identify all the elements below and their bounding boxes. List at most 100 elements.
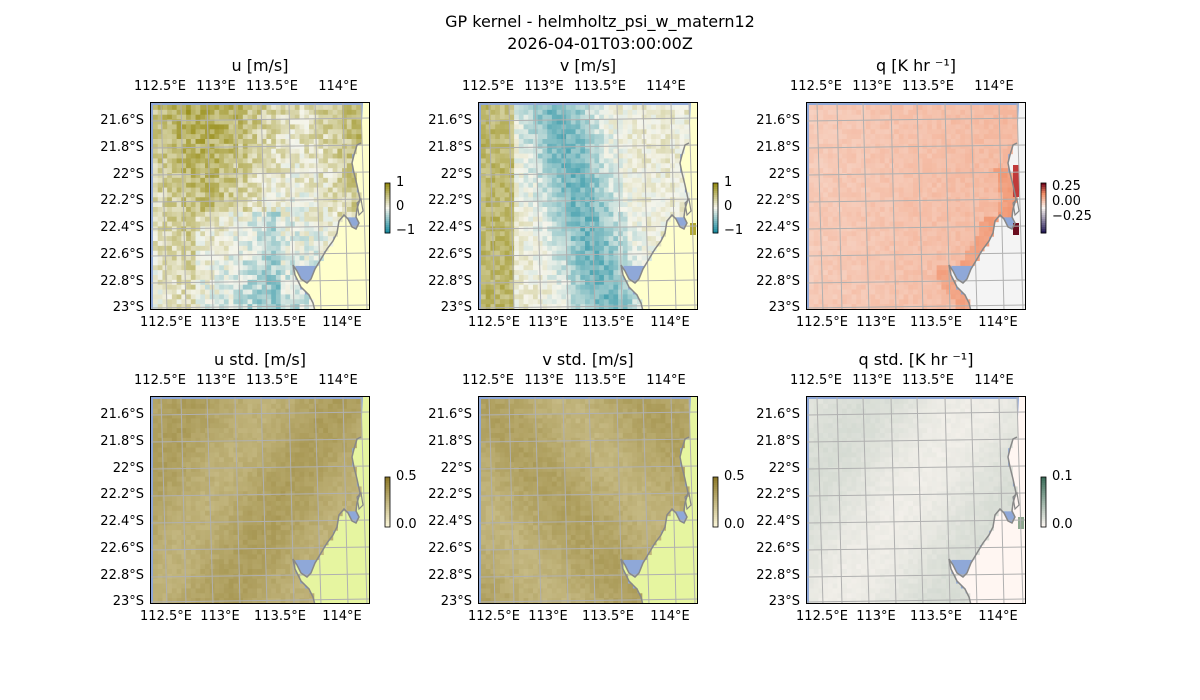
heat-cell <box>827 202 834 208</box>
heat-cell <box>337 192 343 198</box>
heat-cell <box>594 119 600 126</box>
heat-cell <box>181 114 187 121</box>
heat-cell <box>214 275 220 281</box>
heat-cell <box>162 114 168 121</box>
heat-cell <box>969 231 976 237</box>
heat-cell <box>903 187 909 194</box>
heat-cell <box>247 177 253 184</box>
heat-cell <box>219 139 225 145</box>
heat-cell <box>922 114 928 121</box>
heat-cell <box>309 255 315 262</box>
heat-cell <box>318 109 324 116</box>
heat-cell <box>556 134 562 140</box>
heat-cell <box>632 153 638 160</box>
heat-cell <box>913 187 919 194</box>
heat-cell <box>313 129 320 135</box>
heat-cell <box>608 163 614 169</box>
heat-cell <box>561 119 567 126</box>
heat-cell <box>495 129 501 135</box>
heat-cell <box>162 105 168 111</box>
heat-cell <box>856 173 862 179</box>
heat-cell <box>809 168 815 174</box>
heat-cell <box>655 158 662 164</box>
heat-cell <box>813 148 820 155</box>
heat-cell <box>490 153 496 160</box>
heat-cell <box>960 119 966 126</box>
heat-cell <box>879 129 886 135</box>
heat-cell <box>356 129 362 135</box>
colorbar-segment <box>385 189 390 192</box>
heat-cell <box>490 182 496 189</box>
heat-cell <box>561 114 567 121</box>
heat-cell <box>856 216 862 223</box>
heat-cell <box>481 114 487 121</box>
heat-cell <box>655 182 662 189</box>
heat-cell <box>167 163 173 169</box>
heat-cell <box>674 105 681 111</box>
heat-cell <box>509 284 515 291</box>
heat-cell <box>599 173 605 179</box>
heat-cell <box>988 114 994 121</box>
heat-cell <box>537 236 544 242</box>
heat-cell <box>884 265 890 271</box>
heat-cell <box>285 284 291 291</box>
heat-cell <box>551 129 558 135</box>
heat-cell <box>603 245 610 252</box>
heat-cell <box>275 173 282 179</box>
heat-cell <box>157 289 164 296</box>
heat-cell <box>580 236 586 242</box>
colorbar-segment <box>713 229 718 232</box>
heat-cell <box>894 260 900 266</box>
heat-cell <box>823 173 829 179</box>
heat-cell <box>898 134 905 140</box>
heat-cell <box>1007 187 1013 194</box>
heat-cell <box>613 119 619 126</box>
heat-cell <box>622 163 629 169</box>
heat-cell <box>219 250 225 257</box>
heat-cell <box>809 211 815 218</box>
heat-cell <box>651 119 657 126</box>
heat-cell <box>209 177 216 184</box>
heat-cell <box>556 289 562 296</box>
heat-cell <box>186 260 192 266</box>
heat-cell <box>280 216 286 223</box>
heat-cell <box>327 236 334 242</box>
heat-cell <box>533 241 539 247</box>
heat-cell <box>870 187 876 194</box>
heat-cell <box>285 221 291 228</box>
gridline-lon <box>642 103 650 309</box>
heat-cell <box>566 265 572 271</box>
heat-cell <box>323 202 329 208</box>
heat-cell <box>632 109 638 116</box>
heat-cell <box>271 192 277 198</box>
heat-cell <box>1002 211 1009 218</box>
heat-cell <box>965 221 971 228</box>
heat-cell <box>200 134 206 140</box>
colorbar <box>712 182 719 234</box>
heat-cell <box>941 260 947 266</box>
heat-cell <box>603 275 610 281</box>
heat-cell <box>965 177 971 184</box>
heat-cell <box>238 129 244 135</box>
heat-cell <box>190 173 197 179</box>
heat-cell <box>941 163 947 169</box>
heat-cell <box>813 197 820 203</box>
heat-cell <box>580 241 586 247</box>
heat-cell <box>271 236 277 242</box>
heat-cell <box>171 202 178 208</box>
heat-cell <box>181 163 187 169</box>
heat-cell <box>518 260 525 266</box>
heat-cell <box>856 182 862 189</box>
heat-cell <box>518 216 525 223</box>
heat-cell <box>257 270 263 276</box>
heat-cell <box>903 231 909 237</box>
heat-cell <box>186 187 192 194</box>
heat-cell <box>889 216 895 223</box>
heat-cell <box>580 299 586 305</box>
heat-cell <box>660 109 666 116</box>
heat-cell <box>965 192 971 198</box>
heat-cell <box>950 148 957 155</box>
heat-cell <box>832 241 838 247</box>
heat-cell <box>870 275 876 281</box>
heat-cell <box>603 226 610 232</box>
